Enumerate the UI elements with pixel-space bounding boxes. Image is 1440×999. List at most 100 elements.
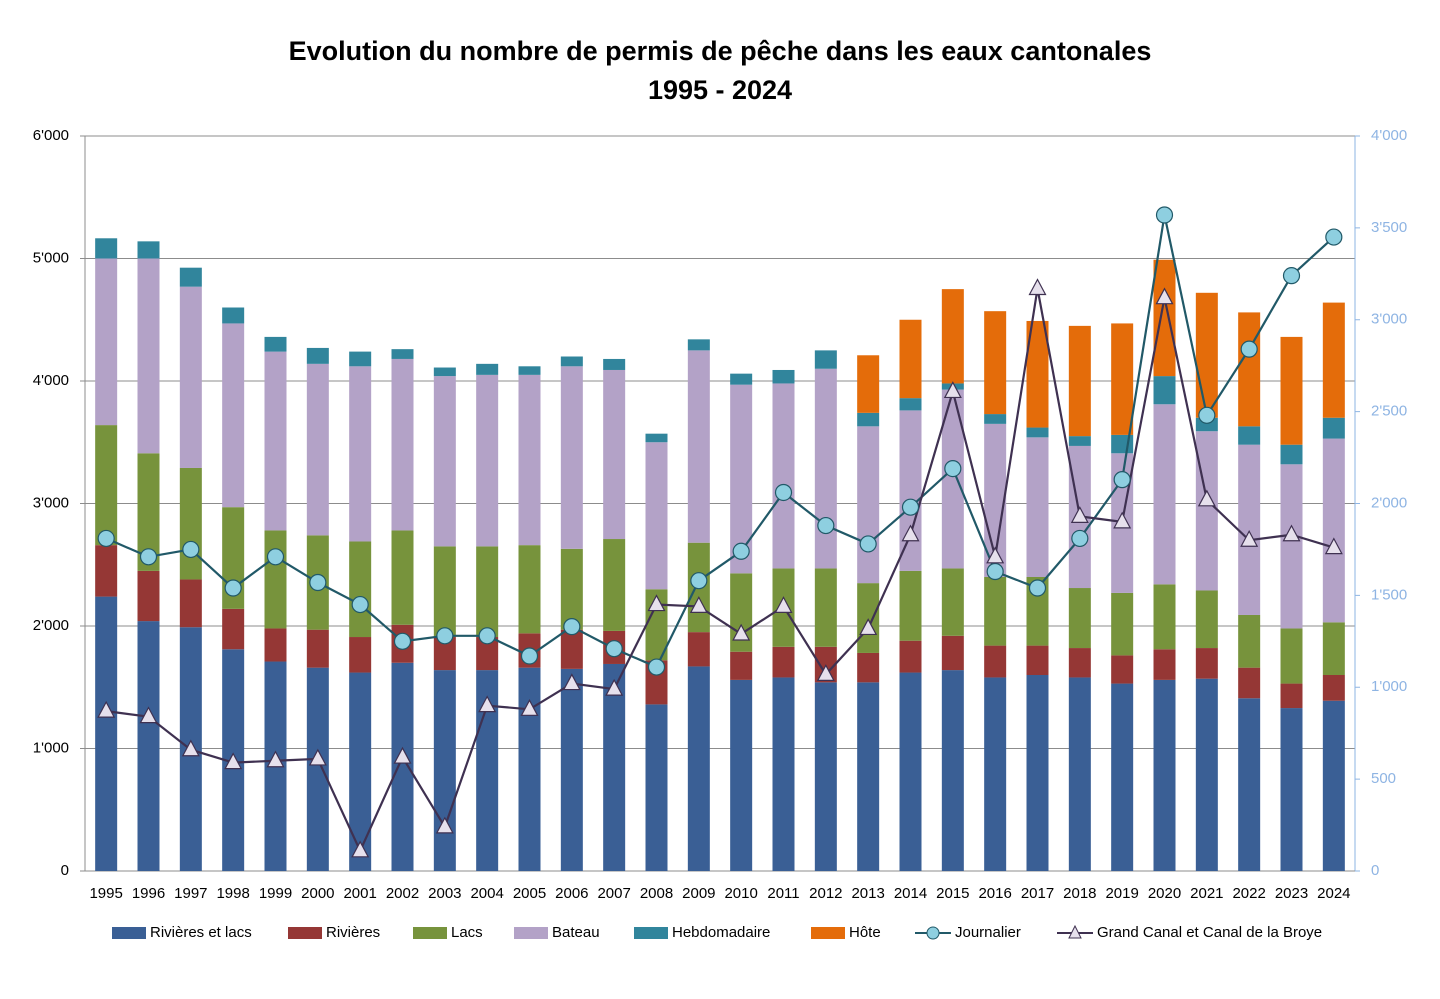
bar-segment xyxy=(603,663,626,871)
line-marker xyxy=(774,483,793,502)
legend-label: Rivières et lacs xyxy=(150,924,252,941)
line-marker xyxy=(1282,524,1301,542)
bar-segment xyxy=(1195,431,1218,591)
bar-segment xyxy=(941,568,964,636)
bar-segment xyxy=(433,376,456,547)
bar-segment xyxy=(814,682,837,871)
x-tick-label: 2009 xyxy=(682,885,715,902)
bar-segment xyxy=(899,410,922,571)
bar-segment xyxy=(433,637,456,671)
bar-segment xyxy=(1111,592,1134,656)
bar-segment xyxy=(1280,683,1303,709)
bar-segment xyxy=(941,289,964,384)
bar-segment xyxy=(179,267,202,287)
legend-label: Grand Canal et Canal de la Broye xyxy=(1097,924,1322,941)
bar-segment xyxy=(137,258,160,454)
bar-segment xyxy=(476,363,499,375)
line-marker xyxy=(647,658,666,676)
bar-segment xyxy=(857,682,880,871)
legend-label: Hebdomadaire xyxy=(672,924,770,941)
bar-segment xyxy=(306,347,329,364)
line-marker xyxy=(1113,471,1131,489)
y2-tick-label: 0 xyxy=(1371,862,1379,879)
bar-segment xyxy=(899,398,922,411)
bar-segment xyxy=(1195,648,1218,679)
line-marker xyxy=(732,623,751,641)
line-marker xyxy=(478,627,496,645)
line-marker xyxy=(1070,506,1089,523)
bar-segment xyxy=(1153,404,1176,585)
x-tick-label: 1996 xyxy=(132,885,165,902)
line-marker xyxy=(690,572,708,590)
bar-segment xyxy=(1280,444,1303,465)
bar-segment xyxy=(391,358,414,531)
x-tick-label: 2005 xyxy=(513,885,546,902)
bar-segment xyxy=(730,384,753,574)
y2-tick-label: 1'500 xyxy=(1371,586,1407,603)
line-marker xyxy=(859,618,878,636)
line-marker xyxy=(859,535,877,553)
bar-segment xyxy=(1238,312,1261,427)
line-marker xyxy=(605,678,624,696)
bar-segment xyxy=(1111,323,1134,435)
bar-segment xyxy=(603,369,626,540)
line-marker xyxy=(1197,489,1216,507)
bar-segment xyxy=(1026,437,1049,577)
line-marker xyxy=(182,540,200,559)
bar-segment xyxy=(941,389,964,569)
bar-segment xyxy=(857,652,880,683)
y-tick-label: 6'000 xyxy=(33,127,69,144)
bar-segment xyxy=(1280,628,1303,684)
line-marker xyxy=(139,548,158,566)
x-tick-label: 2008 xyxy=(640,885,673,902)
bar-segment xyxy=(1238,698,1261,871)
bar-segment xyxy=(476,637,499,671)
line-marker xyxy=(520,699,539,716)
x-tick-label: 2015 xyxy=(936,885,969,902)
legend-label: Lacs xyxy=(451,924,483,941)
line-marker xyxy=(393,746,412,764)
line-marker xyxy=(351,595,369,614)
bar-segment xyxy=(645,442,668,590)
y2-tick-label: 500 xyxy=(1371,770,1396,787)
bar-segment xyxy=(1068,325,1091,437)
bar-segment xyxy=(433,546,456,638)
bar-segment xyxy=(433,670,456,871)
x-tick-label: 2024 xyxy=(1317,885,1350,902)
line-marker xyxy=(266,750,285,768)
line-marker xyxy=(1198,406,1216,424)
bar-segment xyxy=(1153,376,1176,405)
bar-segment xyxy=(476,546,499,638)
bar-segment xyxy=(1238,426,1261,445)
chart-title: Evolution du nombre de permis de pêche d… xyxy=(289,36,1152,66)
y2-tick-label: 4'000 xyxy=(1371,127,1407,144)
bar-segment xyxy=(433,367,456,377)
bar-segment xyxy=(814,568,837,647)
legend-label: Journalier xyxy=(955,924,1021,941)
bar-segment xyxy=(1153,679,1176,871)
bar-segment xyxy=(222,608,245,650)
x-tick-label: 2007 xyxy=(597,885,630,902)
bar-segment xyxy=(1068,436,1091,446)
bar-segment xyxy=(857,355,880,413)
y-tick-label: 4'000 xyxy=(33,372,69,389)
bar-segment xyxy=(306,629,329,668)
legend-label: Bateau xyxy=(552,924,600,941)
y2-tick-label: 3'500 xyxy=(1371,219,1407,236)
bar-segment xyxy=(95,596,118,871)
bar-segment xyxy=(264,628,287,662)
line-marker xyxy=(901,498,920,516)
line-marker xyxy=(97,529,115,548)
line-marker xyxy=(1155,206,1174,224)
bar-segment xyxy=(1153,584,1176,650)
x-tick-label: 2016 xyxy=(978,885,1011,902)
line-marker xyxy=(309,573,327,592)
bar-segment xyxy=(814,368,837,569)
line-marker xyxy=(986,546,1005,564)
line-marker xyxy=(1282,267,1301,285)
line-marker xyxy=(943,381,962,399)
bar-segment xyxy=(1322,302,1345,418)
line-marker xyxy=(1240,340,1258,358)
bar-segment xyxy=(264,336,287,352)
